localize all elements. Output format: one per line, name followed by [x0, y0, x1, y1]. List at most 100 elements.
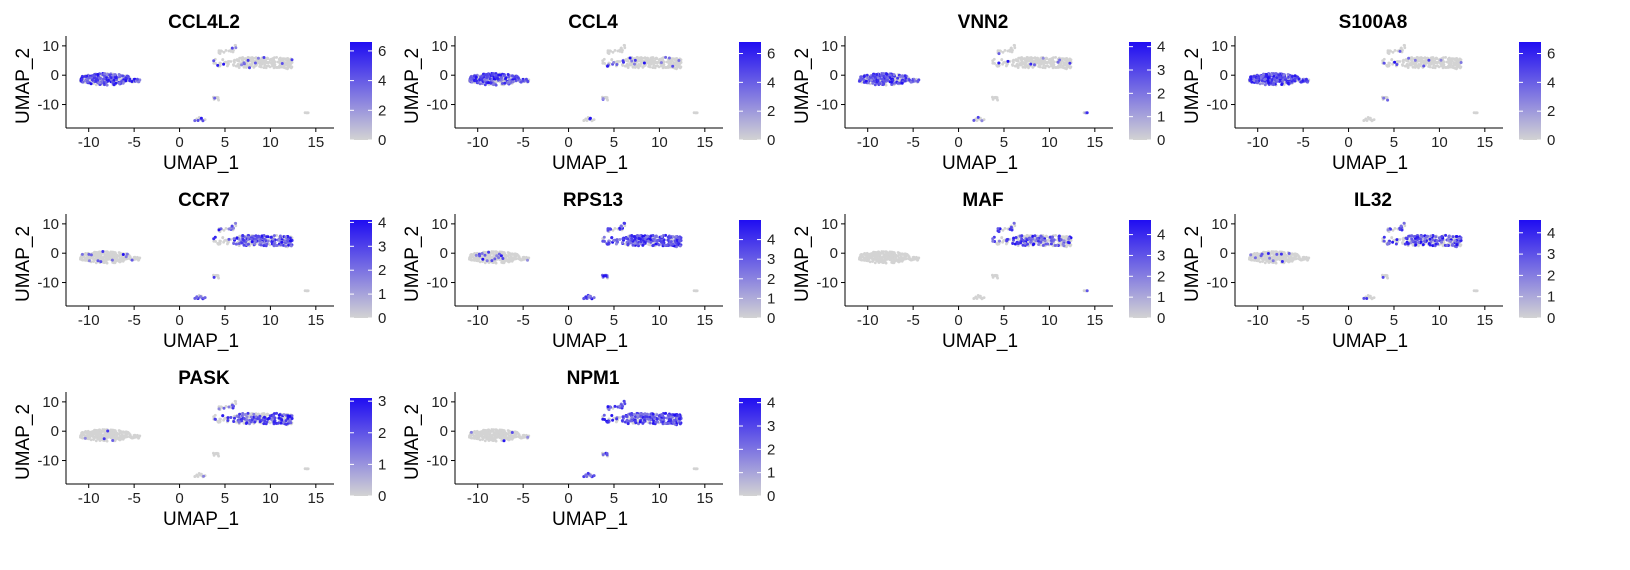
y-tick-label: 10	[821, 38, 838, 55]
cell-point	[1401, 63, 1404, 66]
y-tick-label: -10	[37, 97, 59, 114]
x-tick-label: 15	[1086, 134, 1103, 151]
colorbar-tick-label: 0	[1157, 310, 1165, 327]
colorbar-tick-label: 2	[1157, 85, 1165, 102]
cell-point	[476, 256, 479, 260]
cell-point	[695, 111, 699, 115]
cell-point-expressed	[1256, 76, 1260, 80]
cell-point-expressed	[481, 257, 485, 261]
cell-point	[1290, 253, 1294, 256]
cell-point	[1022, 235, 1026, 238]
cell-point-expressed	[265, 242, 269, 246]
cell-points	[1248, 221, 1479, 301]
cell-point	[1437, 65, 1441, 69]
cell-point-expressed	[117, 81, 121, 85]
cell-point	[621, 63, 624, 66]
cell-point	[525, 255, 528, 259]
cell-point-expressed	[612, 239, 616, 242]
cell-point-expressed	[606, 242, 609, 246]
cell-point	[1016, 64, 1020, 67]
cell-point	[1011, 59, 1015, 63]
cell-point	[222, 50, 226, 54]
y-tick-label: 10	[821, 216, 838, 233]
cell-point	[885, 251, 888, 255]
cell-point-expressed	[638, 234, 642, 238]
cell-point-expressed	[649, 240, 653, 244]
cell-point-expressed	[496, 77, 500, 80]
cell-point-expressed	[1253, 256, 1257, 260]
cell-point-expressed	[1289, 77, 1293, 81]
cell-point	[96, 251, 100, 254]
cell-point	[1038, 65, 1042, 69]
cell-point	[1289, 255, 1293, 259]
cell-point	[1042, 59, 1045, 63]
panel-title: S100A8	[1339, 12, 1408, 33]
cell-point-expressed	[633, 58, 637, 62]
cell-point	[1446, 60, 1450, 64]
cell-point	[117, 259, 121, 263]
x-tick-label: -10	[78, 312, 100, 329]
cell-point-expressed	[290, 58, 294, 62]
colorbar	[1129, 220, 1151, 318]
cell-point-expressed	[1029, 240, 1033, 244]
cell-point-expressed	[474, 79, 478, 83]
cell-point-expressed	[1286, 81, 1290, 85]
cell-point-expressed	[1275, 252, 1279, 256]
cell-point-expressed	[1413, 58, 1417, 62]
cell-point	[648, 59, 652, 63]
cell-point	[1428, 65, 1432, 69]
colorbar-tick-label: 4	[1157, 227, 1165, 244]
colorbar-tick-label: 1	[1157, 289, 1165, 306]
cell-point-expressed	[869, 76, 873, 80]
cell-point-expressed	[96, 73, 100, 76]
cell-point-expressed	[1293, 74, 1297, 78]
cell-point	[226, 64, 229, 68]
cell-point	[1390, 58, 1394, 62]
cell-point-expressed	[91, 74, 95, 78]
cell-point-expressed	[89, 82, 93, 86]
x-tick-label: 10	[1041, 312, 1058, 329]
cell-point-expressed	[1431, 238, 1435, 242]
cell-point	[1386, 49, 1390, 52]
cell-point	[641, 56, 645, 60]
cell-point	[1063, 235, 1067, 239]
cell-point	[1028, 234, 1032, 238]
cell-point-expressed	[630, 59, 634, 63]
cell-point	[1063, 61, 1067, 65]
cell-point-expressed	[232, 226, 235, 230]
cell-point	[1411, 243, 1415, 247]
cell-point-expressed	[654, 235, 658, 239]
cell-point-expressed	[1268, 256, 1272, 260]
cell-point	[277, 57, 281, 61]
cell-point-expressed	[636, 242, 639, 246]
cell-point	[648, 243, 652, 247]
cell-point-expressed	[1267, 81, 1271, 85]
cell-point	[870, 256, 873, 260]
cell-point	[866, 256, 869, 260]
cell-point	[1000, 58, 1004, 62]
cell-point-expressed	[1277, 73, 1281, 77]
cell-point-expressed	[646, 239, 650, 243]
cell-point-expressed	[892, 73, 896, 77]
cell-point-expressed	[1016, 242, 1020, 246]
cell-point-expressed	[649, 234, 653, 238]
cell-point-expressed	[102, 77, 106, 81]
cell-point	[217, 49, 221, 52]
cell-point-expressed	[1407, 56, 1411, 60]
cell-point	[606, 49, 610, 52]
cell-point-expressed	[1085, 111, 1089, 115]
x-tick-label: -10	[857, 312, 879, 329]
cell-point	[237, 59, 241, 63]
cell-point-expressed	[240, 241, 244, 245]
cell-point-expressed	[588, 116, 592, 120]
x-tick-label: 5	[1000, 312, 1008, 329]
cell-point	[249, 56, 253, 60]
cell-point	[1014, 58, 1018, 62]
cell-point-expressed	[1252, 75, 1256, 78]
cell-point	[1050, 57, 1054, 60]
cell-point	[1263, 256, 1267, 259]
cell-point-expressed	[237, 237, 241, 241]
cell-point-expressed	[121, 253, 125, 256]
cell-point-expressed	[641, 243, 645, 247]
